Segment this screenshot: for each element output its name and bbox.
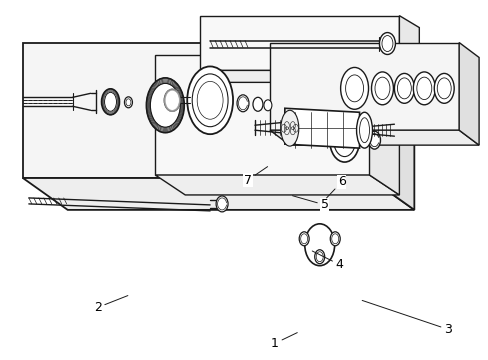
Ellipse shape — [394, 73, 413, 103]
Ellipse shape — [190, 101, 200, 115]
Text: 5: 5 — [292, 196, 328, 211]
Polygon shape — [23, 178, 413, 210]
Polygon shape — [285, 108, 359, 148]
Ellipse shape — [356, 112, 372, 148]
Ellipse shape — [412, 72, 434, 105]
Text: 7: 7 — [244, 167, 267, 186]
Ellipse shape — [264, 100, 271, 111]
Ellipse shape — [433, 73, 453, 103]
Text: 6: 6 — [326, 175, 345, 198]
Polygon shape — [23, 42, 369, 178]
Ellipse shape — [216, 196, 227, 212]
Ellipse shape — [146, 78, 184, 133]
Text: 3: 3 — [362, 301, 451, 336]
Polygon shape — [200, 71, 419, 82]
Ellipse shape — [379, 32, 395, 54]
Ellipse shape — [280, 110, 298, 146]
Ellipse shape — [304, 224, 334, 266]
Polygon shape — [269, 42, 458, 130]
Ellipse shape — [314, 250, 324, 264]
Ellipse shape — [371, 72, 393, 105]
Ellipse shape — [102, 89, 119, 115]
Polygon shape — [458, 42, 478, 145]
Polygon shape — [369, 55, 399, 195]
Polygon shape — [155, 55, 369, 175]
Polygon shape — [269, 130, 478, 145]
Ellipse shape — [150, 84, 180, 127]
Ellipse shape — [237, 95, 248, 112]
Polygon shape — [200, 15, 399, 71]
Ellipse shape — [329, 232, 340, 246]
Ellipse shape — [192, 74, 227, 127]
Ellipse shape — [124, 97, 132, 108]
Polygon shape — [155, 175, 399, 195]
Ellipse shape — [340, 67, 368, 109]
Ellipse shape — [252, 97, 263, 111]
Text: 2: 2 — [93, 296, 127, 314]
Ellipse shape — [164, 89, 180, 111]
Ellipse shape — [299, 232, 308, 246]
Ellipse shape — [187, 67, 233, 134]
Ellipse shape — [329, 118, 359, 162]
Polygon shape — [399, 15, 419, 82]
Text: 1: 1 — [270, 333, 297, 350]
Ellipse shape — [368, 131, 380, 149]
Polygon shape — [369, 42, 413, 210]
Text: 4: 4 — [312, 251, 343, 271]
